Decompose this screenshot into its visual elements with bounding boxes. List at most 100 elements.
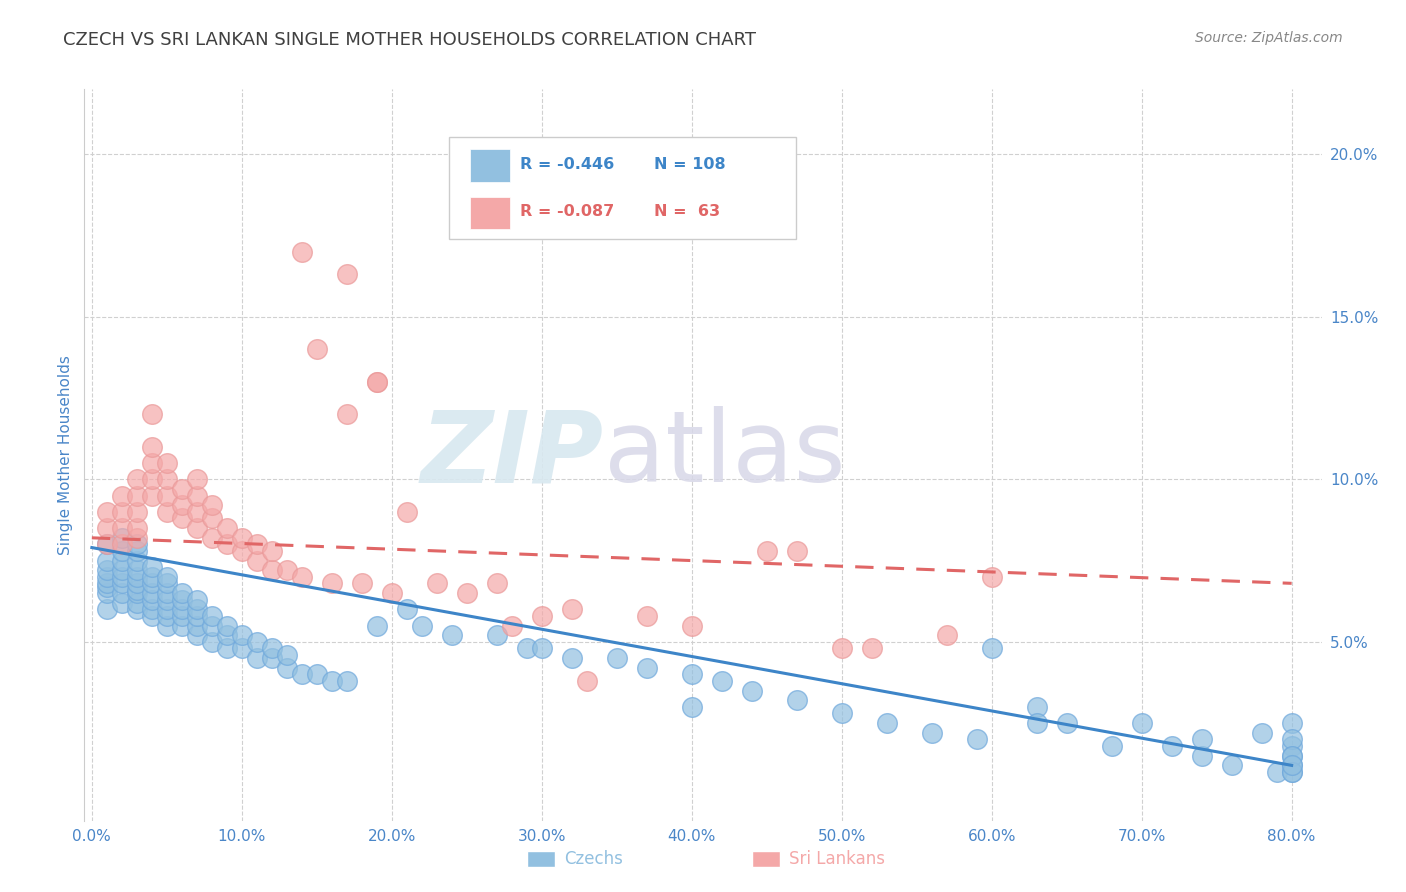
Point	[246, 537, 269, 551]
Point	[215, 641, 238, 656]
Point	[606, 651, 628, 665]
FancyBboxPatch shape	[527, 851, 555, 867]
Point	[456, 586, 478, 600]
Point	[186, 628, 208, 642]
Point	[966, 732, 988, 747]
Point	[186, 602, 208, 616]
Point	[170, 618, 193, 632]
Point	[96, 580, 118, 594]
Point	[1281, 758, 1303, 772]
Point	[336, 407, 359, 421]
Point	[710, 673, 733, 688]
Point	[291, 244, 314, 259]
Point	[980, 641, 1002, 656]
Point	[170, 498, 193, 512]
Point	[366, 375, 388, 389]
Point	[170, 602, 193, 616]
Point	[156, 602, 179, 616]
Point	[350, 576, 373, 591]
Point	[186, 618, 208, 632]
Point	[381, 586, 404, 600]
Text: N =  63: N = 63	[654, 204, 720, 219]
Point	[305, 343, 328, 357]
Point	[111, 570, 134, 584]
Point	[1281, 748, 1303, 763]
Y-axis label: Single Mother Households: Single Mother Households	[58, 355, 73, 555]
Point	[125, 531, 148, 545]
Point	[1191, 748, 1213, 763]
Point	[231, 544, 253, 558]
Point	[1281, 764, 1303, 779]
Point	[336, 268, 359, 282]
Point	[741, 683, 763, 698]
Point	[125, 596, 148, 610]
Point	[201, 511, 224, 525]
FancyBboxPatch shape	[450, 136, 796, 239]
Point	[156, 472, 179, 486]
Point	[215, 521, 238, 535]
Point	[561, 602, 583, 616]
Point	[935, 628, 957, 642]
Point	[96, 537, 118, 551]
Point	[156, 608, 179, 623]
Point	[485, 628, 508, 642]
Point	[831, 706, 853, 721]
Point	[186, 521, 208, 535]
Point	[530, 641, 553, 656]
Point	[96, 570, 118, 584]
Point	[141, 472, 163, 486]
Point	[1101, 739, 1123, 753]
Point	[831, 641, 853, 656]
Point	[395, 602, 418, 616]
Point	[440, 628, 463, 642]
FancyBboxPatch shape	[752, 851, 780, 867]
Text: atlas: atlas	[605, 407, 845, 503]
Point	[141, 576, 163, 591]
Point	[141, 592, 163, 607]
Point	[125, 489, 148, 503]
Point	[681, 667, 703, 681]
Point	[111, 596, 134, 610]
Point	[1281, 764, 1303, 779]
Point	[1265, 764, 1288, 779]
Point	[1056, 716, 1078, 731]
Point	[1130, 716, 1153, 731]
Point	[96, 505, 118, 519]
Point	[366, 618, 388, 632]
Point	[530, 608, 553, 623]
Point	[786, 544, 808, 558]
Point	[170, 586, 193, 600]
Point	[305, 667, 328, 681]
Point	[125, 521, 148, 535]
FancyBboxPatch shape	[471, 150, 510, 182]
Text: Source: ZipAtlas.com: Source: ZipAtlas.com	[1195, 31, 1343, 45]
Point	[1160, 739, 1182, 753]
Point	[876, 716, 898, 731]
Point	[1025, 699, 1047, 714]
Point	[125, 505, 148, 519]
Point	[111, 521, 134, 535]
Point	[156, 456, 179, 470]
Point	[231, 628, 253, 642]
Point	[501, 618, 523, 632]
Point	[260, 641, 283, 656]
Point	[1250, 726, 1272, 740]
Point	[125, 602, 148, 616]
Point	[1025, 716, 1047, 731]
Point	[215, 618, 238, 632]
Point	[141, 608, 163, 623]
Point	[276, 648, 298, 662]
Point	[96, 563, 118, 577]
Point	[395, 505, 418, 519]
Point	[111, 576, 134, 591]
Text: Sri Lankans: Sri Lankans	[789, 850, 884, 868]
Point	[125, 582, 148, 597]
Point	[111, 563, 134, 577]
Point	[170, 511, 193, 525]
Point	[125, 576, 148, 591]
Point	[516, 641, 538, 656]
Point	[141, 560, 163, 574]
Point	[96, 537, 118, 551]
Text: Czechs: Czechs	[564, 850, 623, 868]
Point	[186, 489, 208, 503]
